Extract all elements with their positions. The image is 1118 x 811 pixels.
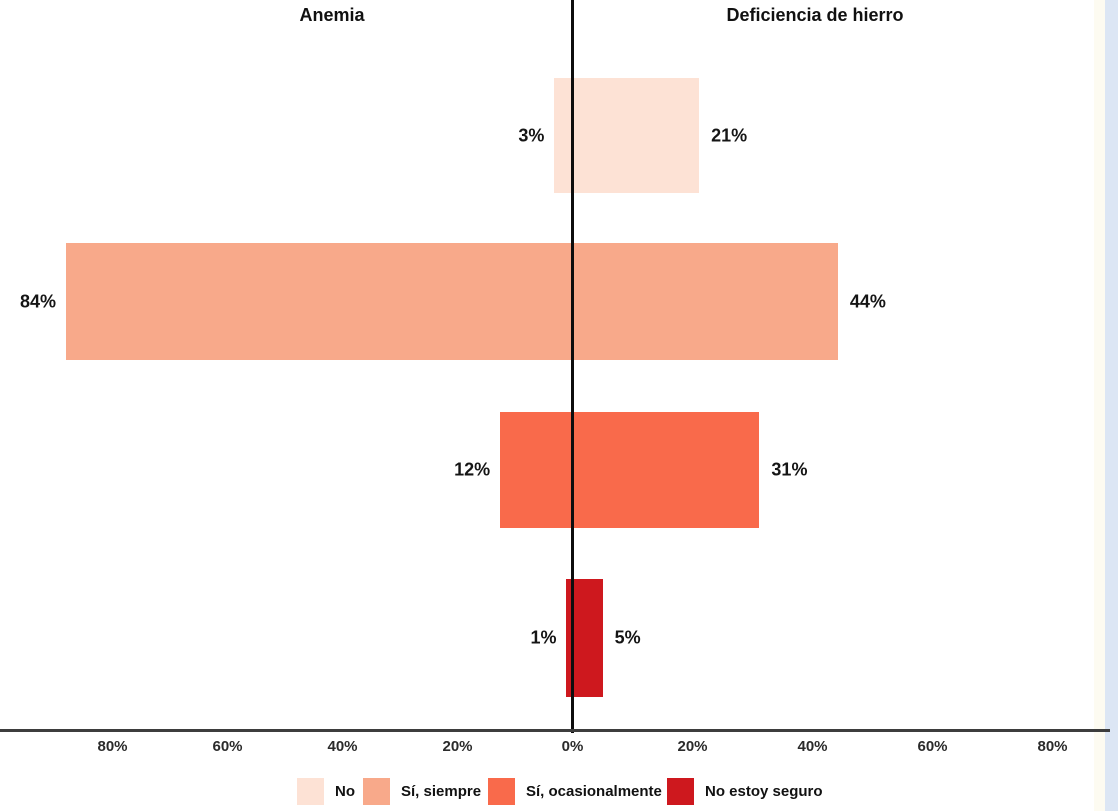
bar-1: [554, 78, 700, 193]
x-axis-tick: 0%: [561, 738, 584, 755]
page-edge-cream-strip: [1094, 0, 1105, 811]
legend-label: No estoy seguro: [705, 783, 823, 800]
x-axis-line: [0, 729, 1110, 732]
left-value-label: 1%: [530, 627, 557, 648]
legend-label: No: [335, 783, 355, 800]
x-axis-tick: 20%: [442, 738, 473, 755]
legend-swatch: [297, 778, 324, 805]
legend-swatch: [363, 778, 390, 805]
legend-swatch: [667, 778, 694, 805]
left-value-label: 3%: [518, 125, 545, 145]
legend-label: Sí, ocasionalmente: [526, 783, 662, 800]
right-value-label: 21%: [711, 125, 748, 145]
bar-2: [65, 243, 838, 360]
x-axis-tick: 80%: [97, 738, 128, 755]
bar-3: [500, 412, 760, 528]
legend-label: Sí, siempre: [401, 783, 482, 800]
left-column-title: Anemia: [299, 5, 365, 25]
right-value-label: 5%: [614, 627, 641, 648]
left-value-label: 84%: [19, 291, 56, 311]
zero-axis-line: [571, 0, 574, 733]
x-axis-tick: 60%: [917, 738, 948, 755]
right-value-label: 44%: [849, 291, 886, 311]
right-column-title: Deficiencia de hierro: [726, 5, 904, 25]
legend-item: No: [297, 778, 355, 805]
right-value-label: 31%: [771, 459, 808, 480]
x-axis-tick: 40%: [327, 738, 358, 755]
legend-swatch: [488, 778, 515, 805]
legend-item: Sí, ocasionalmente: [488, 778, 662, 805]
x-axis-tick: 40%: [797, 738, 828, 755]
legend-item: Sí, siempre: [363, 778, 481, 805]
x-axis-tick: 20%: [677, 738, 708, 755]
x-axis-tick: 80%: [1037, 738, 1068, 755]
page-edge-blue-strip: [1105, 0, 1118, 811]
x-axis-tick: 60%: [212, 738, 243, 755]
left-value-label: 12%: [454, 459, 491, 480]
legend-item: No estoy seguro: [667, 778, 823, 805]
